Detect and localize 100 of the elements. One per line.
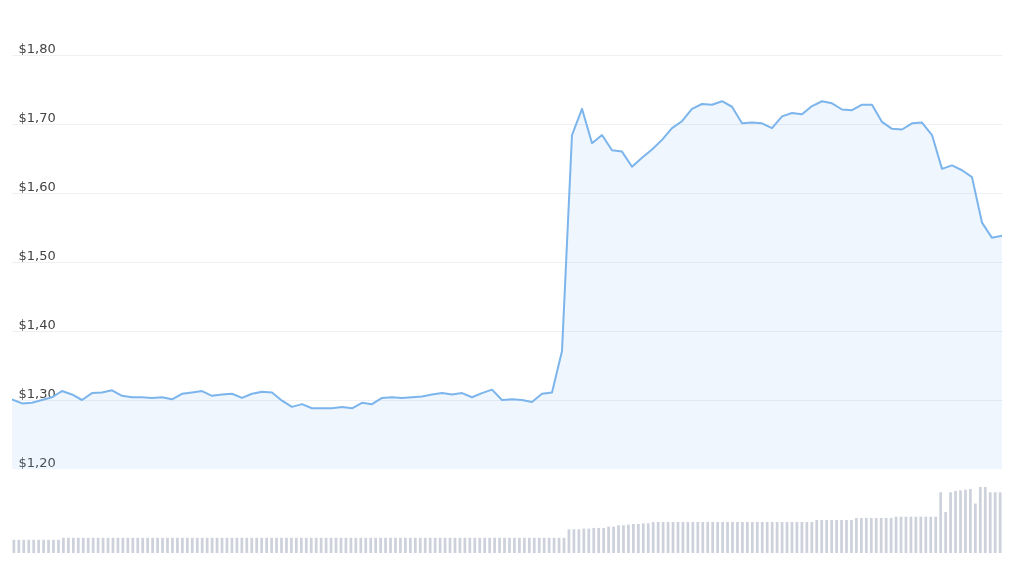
bar: [389, 537, 392, 553]
bar: [304, 537, 308, 553]
bar: [840, 520, 843, 553]
bar: [27, 539, 31, 553]
bar: [161, 537, 164, 553]
bar: [423, 537, 427, 553]
bar: [37, 539, 40, 553]
bar: [32, 539, 36, 553]
bar: [617, 525, 620, 553]
bar: [721, 521, 724, 553]
bar: [701, 521, 705, 553]
bar: [181, 537, 184, 553]
bar: [285, 537, 288, 553]
bar: [67, 537, 70, 553]
bar: [518, 537, 521, 553]
bar: [825, 520, 829, 553]
y-tick-label: $1,50: [18, 247, 56, 263]
bar: [964, 489, 967, 553]
bar: [636, 523, 640, 553]
bar: [369, 537, 373, 553]
bar: [42, 539, 45, 553]
bar: [641, 523, 645, 553]
bar: [295, 537, 298, 553]
bar: [503, 537, 506, 553]
bar: [275, 537, 278, 553]
bar: [755, 521, 759, 553]
bar: [815, 520, 819, 553]
bar: [597, 527, 601, 553]
bar: [81, 537, 85, 553]
bar: [731, 521, 734, 553]
bar: [171, 537, 174, 553]
bar: [532, 537, 536, 553]
bar: [76, 537, 80, 553]
bar: [413, 537, 417, 553]
bar: [71, 537, 75, 553]
bar: [716, 521, 719, 553]
bar: [706, 521, 710, 553]
bar: [478, 537, 482, 553]
bar: [185, 537, 189, 553]
bar: [726, 521, 729, 553]
y-tick-label: $1,30: [18, 385, 56, 401]
bar: [711, 521, 715, 553]
bar: [944, 512, 947, 553]
bar: [280, 537, 283, 553]
bar: [260, 537, 264, 553]
bar: [978, 487, 982, 553]
bar: [855, 518, 858, 553]
bar: [983, 487, 987, 553]
bar: [736, 521, 739, 553]
bar: [850, 520, 853, 553]
bar: [602, 527, 606, 553]
bar: [622, 525, 625, 553]
bar: [845, 520, 848, 553]
bar: [190, 537, 194, 553]
bar: [939, 492, 943, 553]
bar: [136, 537, 140, 553]
bar: [47, 539, 50, 553]
bar: [864, 518, 868, 553]
bar: [270, 537, 273, 553]
bar: [379, 537, 382, 553]
bar: [934, 516, 938, 553]
bar: [612, 526, 615, 553]
y-tick-label: $1,70: [18, 109, 56, 125]
bar: [250, 537, 254, 553]
bar: [646, 523, 650, 553]
bar: [522, 537, 526, 553]
bar: [760, 521, 764, 553]
y-tick-label: $1,20: [18, 454, 56, 470]
bar: [869, 518, 873, 553]
bar: [141, 537, 145, 553]
bar: [493, 537, 496, 553]
bar: [22, 539, 26, 553]
bar: [52, 539, 55, 553]
bar: [513, 537, 516, 553]
bar: [750, 521, 754, 553]
bar: [746, 521, 749, 553]
bar: [627, 524, 630, 553]
bar: [527, 537, 531, 553]
bar: [151, 537, 154, 553]
bar: [408, 537, 412, 553]
bar: [949, 492, 952, 553]
y-tick-label: $1,40: [18, 316, 56, 332]
bar: [290, 537, 293, 553]
bar: [374, 537, 378, 553]
bar: [62, 537, 65, 553]
bar: [592, 527, 596, 553]
bar: [176, 537, 179, 553]
bar: [57, 539, 60, 553]
bar: [364, 537, 368, 553]
bar: [146, 537, 150, 553]
bar: [632, 523, 635, 553]
bar: [959, 490, 962, 553]
bar: [166, 537, 169, 553]
bar: [418, 537, 422, 553]
bar: [299, 537, 303, 553]
bar: [195, 537, 199, 553]
bar: [835, 520, 838, 553]
y-tick-label: $1,80: [18, 40, 56, 56]
bar: [929, 516, 933, 553]
bar: [394, 537, 397, 553]
